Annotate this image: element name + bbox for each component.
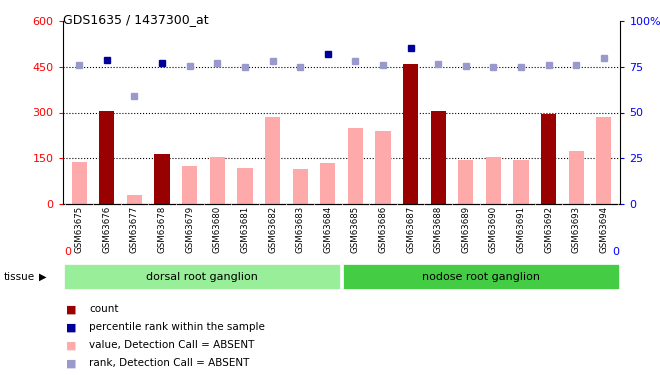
Bar [513,160,529,204]
Bar [210,157,225,204]
Text: ▶: ▶ [39,272,46,282]
Bar [458,160,473,204]
Text: count: count [89,304,119,314]
Text: GSM63692: GSM63692 [544,206,553,253]
Text: GDS1635 / 1437300_at: GDS1635 / 1437300_at [63,13,209,26]
Bar [403,63,418,204]
Text: value, Detection Call = ABSENT: value, Detection Call = ABSENT [89,340,255,350]
Text: ■: ■ [66,358,77,368]
Bar [238,168,253,204]
Text: tissue: tissue [3,272,34,282]
Bar [64,264,340,289]
Bar [541,114,556,204]
Text: GSM63689: GSM63689 [461,206,471,253]
Bar [265,117,280,204]
Text: ■: ■ [66,340,77,350]
Text: GSM63691: GSM63691 [517,206,525,253]
Text: GSM63684: GSM63684 [323,206,332,254]
Text: GSM63681: GSM63681 [240,206,249,254]
Bar [430,111,446,204]
Bar [292,169,308,204]
Text: GSM63686: GSM63686 [378,206,387,254]
Text: GSM63694: GSM63694 [599,206,609,253]
Bar [320,163,335,204]
Text: GSM63690: GSM63690 [489,206,498,253]
Bar [182,166,197,204]
Text: 0: 0 [612,247,619,257]
Bar [596,117,611,204]
Bar [72,162,87,204]
Bar [376,131,391,204]
Bar [127,195,142,204]
Text: 0: 0 [64,247,71,257]
Text: percentile rank within the sample: percentile rank within the sample [89,322,265,332]
Text: ■: ■ [66,322,77,332]
Text: GSM63679: GSM63679 [185,206,194,253]
Bar [348,128,363,204]
Text: GSM63685: GSM63685 [351,206,360,254]
Text: GSM63676: GSM63676 [102,206,112,254]
Text: GSM63693: GSM63693 [572,206,581,253]
Text: ■: ■ [66,304,77,314]
Text: GSM63688: GSM63688 [434,206,443,254]
Bar [343,264,619,289]
Text: GSM63680: GSM63680 [213,206,222,254]
Text: GSM63675: GSM63675 [75,206,84,254]
Text: nodose root ganglion: nodose root ganglion [422,272,540,282]
Text: GSM63682: GSM63682 [268,206,277,254]
Bar [569,151,584,204]
Text: GSM63687: GSM63687 [406,206,415,254]
Bar [99,111,114,204]
Text: GSM63678: GSM63678 [158,206,166,254]
Bar [486,157,501,204]
Text: rank, Detection Call = ABSENT: rank, Detection Call = ABSENT [89,358,249,368]
Bar [154,154,170,204]
Text: GSM63683: GSM63683 [296,206,305,254]
Text: dorsal root ganglion: dorsal root ganglion [146,272,258,282]
Text: GSM63677: GSM63677 [130,206,139,254]
